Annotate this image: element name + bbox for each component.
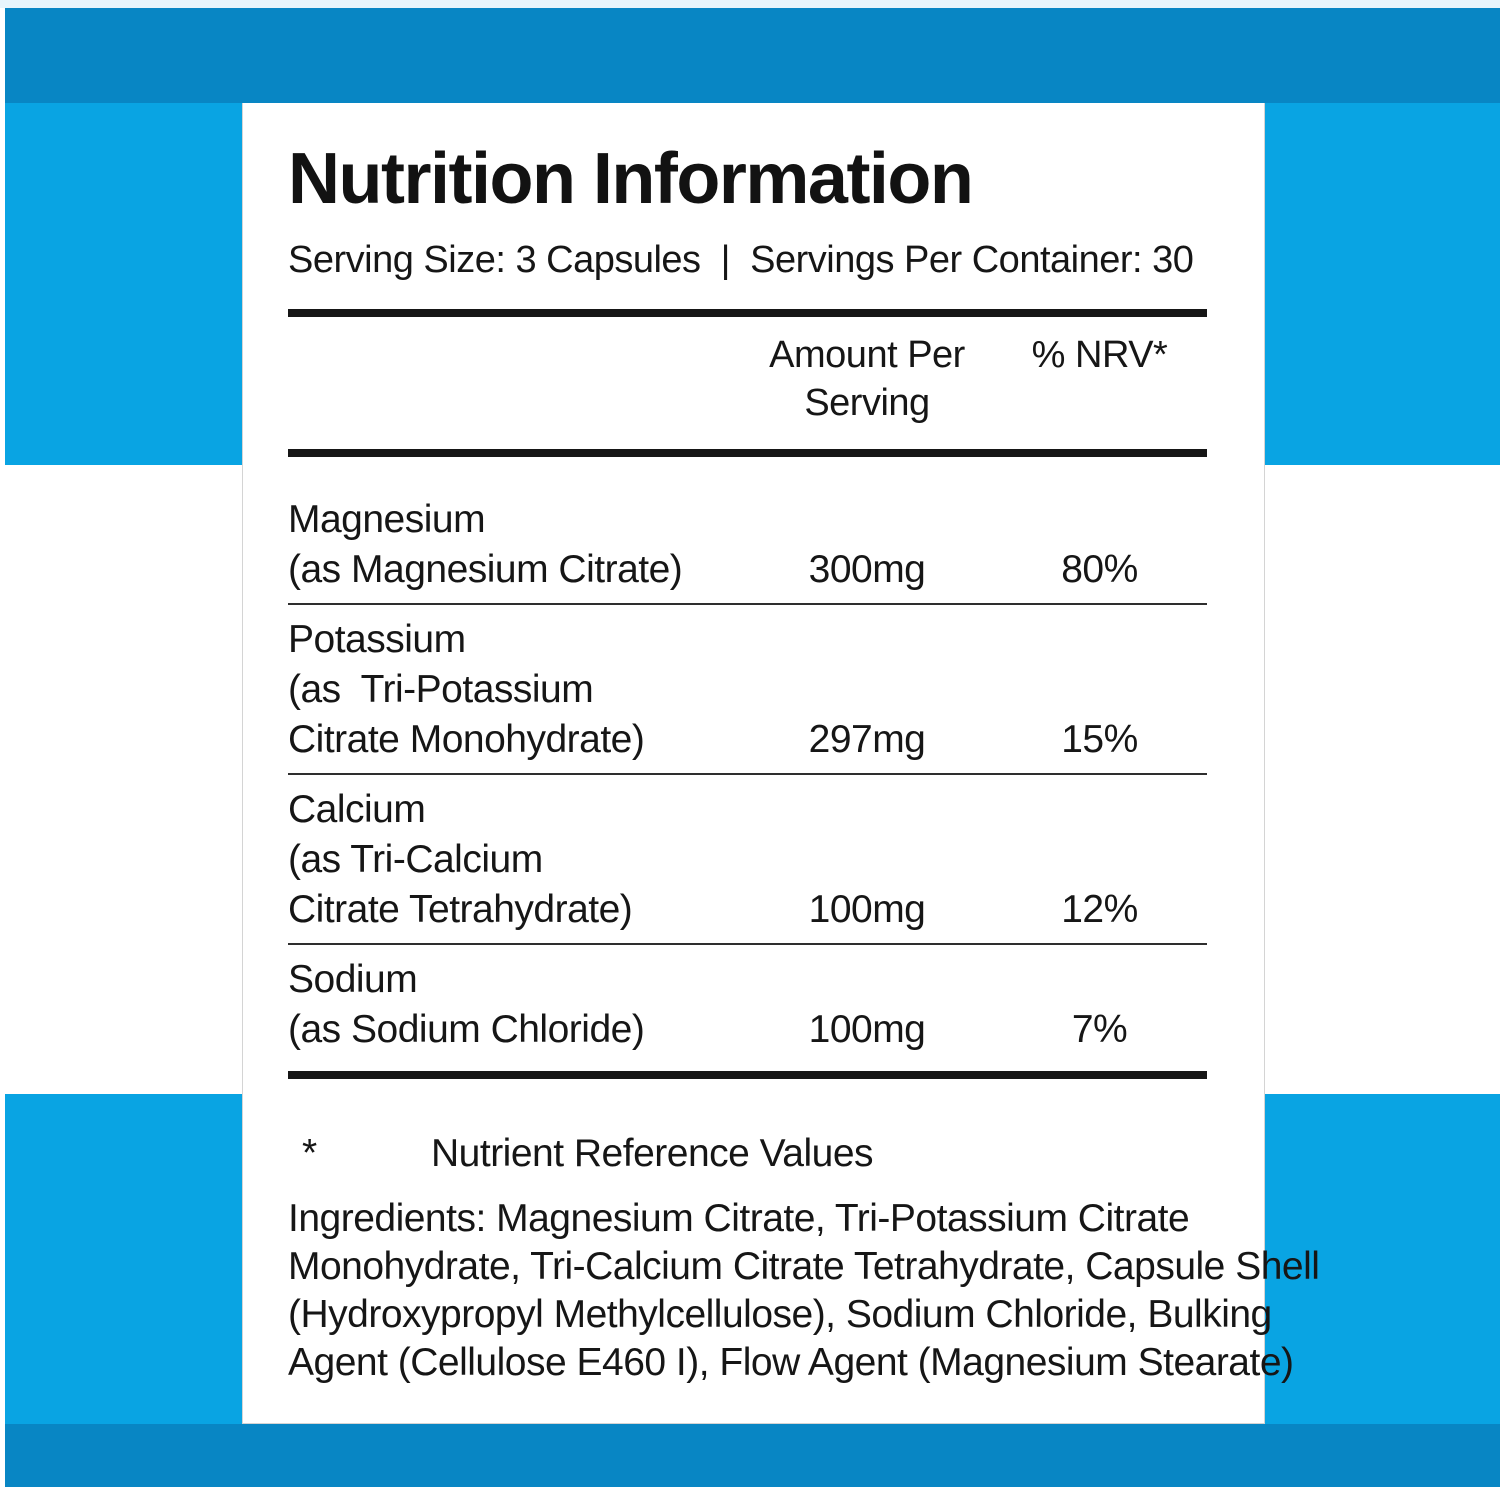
nutrient-nrv: 80%: [1061, 548, 1138, 591]
serving-info: Serving Size: 3 Capsules | Servings Per …: [288, 239, 1194, 281]
ingredients-paragraph: Ingredients: Magnesium Citrate, Tri-Pota…: [288, 1197, 1320, 1384]
nutrition-card: Nutrition Information Serving Size: 3 Ca…: [242, 103, 1320, 1424]
nutrient-amount: 300mg: [808, 548, 926, 591]
nrv-footnote: * Nutrient Reference Values: [288, 1129, 1207, 1179]
table-header-row: Amount Per Serving % NRV*: [288, 331, 1207, 427]
nutrient-name: Calcium (as Tri-Calcium Citrate Tetrahyd…: [288, 788, 633, 931]
bottom-dark-blue-band: [5, 1424, 1500, 1487]
nutrient-amount: 100mg: [808, 1008, 926, 1051]
footnote-text: Nutrient Reference Values: [431, 1132, 874, 1175]
table-row-sodium: Sodium (as Sodium Chloride) 100mg 7%: [288, 943, 1207, 1071]
page-title: Nutrition Information: [288, 139, 974, 219]
lower-right-blue-block: [1265, 1094, 1500, 1424]
divider-thick-header: [288, 449, 1207, 457]
upper-left-blue-block: [5, 103, 242, 465]
nutrient-amount: 297mg: [808, 718, 926, 761]
lower-left-blue-block: [5, 1094, 242, 1424]
table-row-potassium: Potassium (as Tri-Potassium Citrate Mono…: [288, 603, 1207, 773]
top-light-strip: [0, 0, 1500, 8]
nutrient-name: Sodium (as Sodium Chloride): [288, 958, 645, 1051]
divider-thick-bottom: [288, 1071, 1207, 1079]
divider-thick-top: [288, 309, 1207, 317]
nutrient-nrv: 15%: [1061, 718, 1138, 761]
table-row-calcium: Calcium (as Tri-Calcium Citrate Tetrahyd…: [288, 773, 1207, 943]
table-row-magnesium: Magnesium (as Magnesium Citrate) 300mg 8…: [288, 457, 1207, 603]
nrv-header: % NRV*: [1031, 334, 1168, 376]
nutrient-nrv: 12%: [1061, 888, 1138, 931]
upper-right-blue-block: [1265, 103, 1500, 465]
top-dark-blue-band: [5, 8, 1500, 103]
amount-per-serving-header: Amount Per Serving: [769, 334, 965, 424]
nutrient-name: Magnesium (as Magnesium Citrate): [288, 498, 683, 591]
nutrient-nrv: 7%: [1071, 1008, 1128, 1051]
nutrient-name: Potassium (as Tri-Potassium Citrate Mono…: [288, 618, 645, 761]
nutrient-amount: 100mg: [808, 888, 926, 931]
asterisk-symbol: *: [302, 1132, 317, 1175]
